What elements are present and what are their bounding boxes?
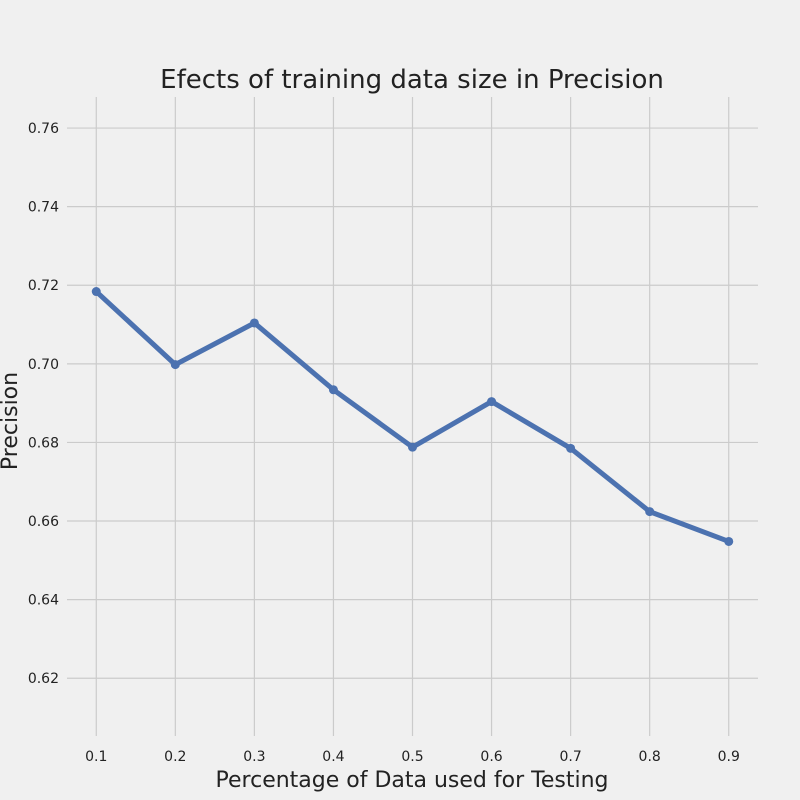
series-layer (91, 287, 734, 546)
x-tick-label: 0.5 (401, 749, 423, 765)
data-point (487, 397, 497, 407)
x-tick-label: 0.6 (480, 749, 502, 765)
y-axis-label: Precision (0, 372, 23, 470)
data-point (566, 443, 576, 453)
y-tick-label: 0.62 (28, 671, 59, 687)
x-tick-label: 0.2 (164, 749, 186, 765)
data-point (170, 360, 180, 370)
y-tick-label: 0.74 (28, 200, 59, 216)
data-point (328, 385, 338, 395)
x-tick-label: 0.7 (559, 749, 581, 765)
data-point (724, 536, 734, 546)
y-tick-label: 0.72 (28, 278, 59, 294)
y-tick-label: 0.64 (28, 593, 59, 609)
y-tick-label: 0.76 (28, 121, 59, 137)
x-tick-label: 0.8 (639, 749, 661, 765)
grid (67, 97, 758, 736)
y-tick-label: 0.66 (28, 514, 59, 530)
x-tick-label: 0.3 (243, 749, 265, 765)
y-tick-label: 0.70 (28, 357, 59, 373)
x-tick-label: 0.9 (718, 749, 740, 765)
data-point (645, 507, 655, 517)
x-tick-label: 0.4 (322, 749, 344, 765)
data-point (249, 318, 259, 328)
x-tick-label: 0.1 (85, 749, 107, 765)
chart-title: Efects of training data size in Precisio… (160, 65, 664, 95)
data-point (91, 287, 101, 297)
x-axis-label: Percentage of Data used for Testing (216, 768, 609, 793)
data-point (408, 442, 417, 452)
y-tick-label: 0.68 (28, 435, 59, 451)
tick-labels: 0.1 0.2 0.3 0.4 0.5 0.6 0.7 0.8 0.9 0.62 0.64 0.66 0… (28, 121, 740, 765)
